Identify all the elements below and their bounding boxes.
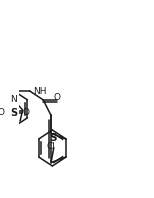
Text: O: O xyxy=(53,93,60,102)
Text: S: S xyxy=(49,133,57,143)
Text: O: O xyxy=(0,108,5,117)
Text: O: O xyxy=(22,108,30,117)
Text: N: N xyxy=(10,95,17,104)
Text: Cl: Cl xyxy=(47,142,56,151)
Text: S: S xyxy=(10,108,17,118)
Text: NH: NH xyxy=(33,87,47,96)
